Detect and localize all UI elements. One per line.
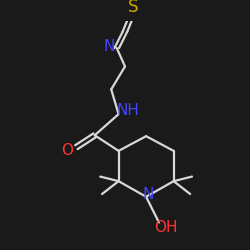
Text: OH: OH bbox=[154, 220, 178, 234]
Text: N: N bbox=[104, 39, 115, 54]
Text: N: N bbox=[142, 186, 154, 202]
Text: O: O bbox=[61, 144, 73, 158]
Text: S: S bbox=[128, 0, 138, 16]
Text: NH: NH bbox=[116, 103, 139, 118]
